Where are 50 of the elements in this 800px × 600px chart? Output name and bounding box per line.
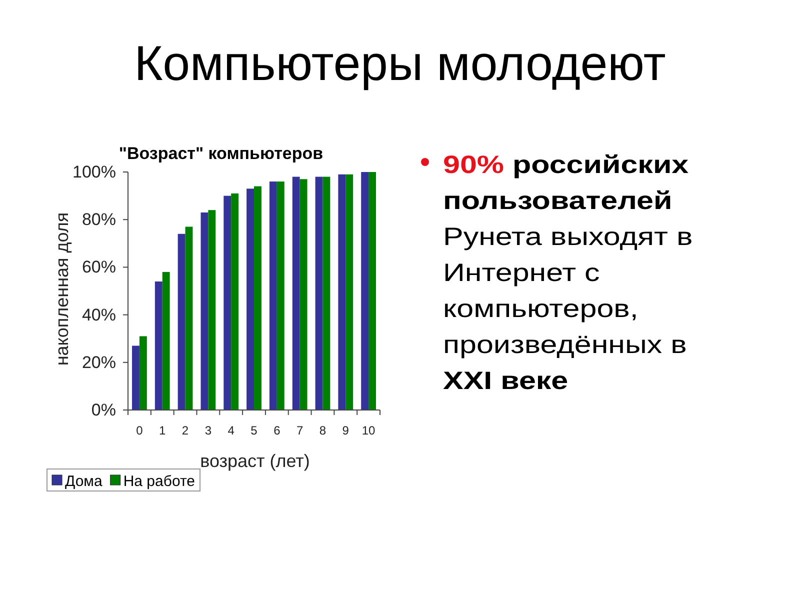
y-tick-label: 0% (91, 400, 116, 420)
y-axis-title: накопленная доля (52, 212, 72, 366)
text: 90% (443, 150, 504, 178)
bar (185, 226, 193, 410)
text: XXI веке (443, 366, 568, 394)
bar (361, 172, 369, 410)
chart-title: "Возраст" компьютеров (118, 144, 324, 163)
x-axis-title: возраст (лет) (200, 451, 310, 471)
bar (300, 179, 308, 410)
bar (269, 182, 277, 410)
x-tick-label: 3 (204, 424, 212, 438)
bar (139, 336, 147, 410)
bar (276, 182, 284, 410)
text: Компьютеры молодеют (134, 37, 666, 91)
bar (315, 176, 323, 410)
bar (338, 174, 346, 410)
bar (368, 172, 376, 410)
y-tick-label: 100% (72, 162, 116, 182)
bar (178, 234, 186, 410)
bar (346, 174, 354, 410)
text: российских (512, 150, 690, 178)
x-tick-label: 0 (136, 424, 144, 438)
x-tick-label: 2 (182, 424, 189, 438)
y-tick-label: 60% (82, 258, 116, 277)
bar (224, 196, 232, 410)
x-tick-label: 9 (342, 424, 350, 438)
legend-label: На работе (123, 473, 196, 490)
bar (200, 212, 208, 410)
x-tick-label: 10 (362, 424, 376, 438)
x-tick-label: 1 (159, 424, 166, 438)
bar (292, 176, 300, 410)
bar (246, 188, 254, 410)
bar (208, 210, 216, 410)
y-tick-label: 80% (82, 210, 116, 230)
x-tick-label: 8 (319, 424, 326, 438)
bar (231, 193, 239, 410)
x-tick-label: 5 (250, 424, 258, 438)
x-tick-label: 6 (274, 424, 281, 438)
text: пользователей (443, 186, 672, 214)
x-tick-label: 4 (228, 424, 235, 438)
bar (254, 186, 262, 410)
y-tick-label: 20% (82, 352, 116, 372)
bar (322, 176, 330, 410)
bar (154, 281, 162, 410)
bar (162, 272, 170, 410)
text: Рунета выходят в Интернет с компьютеров, произведённых в (443, 222, 693, 358)
x-tick-label: 7 (296, 424, 304, 438)
legend-label: Дома (65, 473, 103, 490)
bar (132, 346, 140, 410)
y-tick-label: 40% (82, 305, 116, 324)
